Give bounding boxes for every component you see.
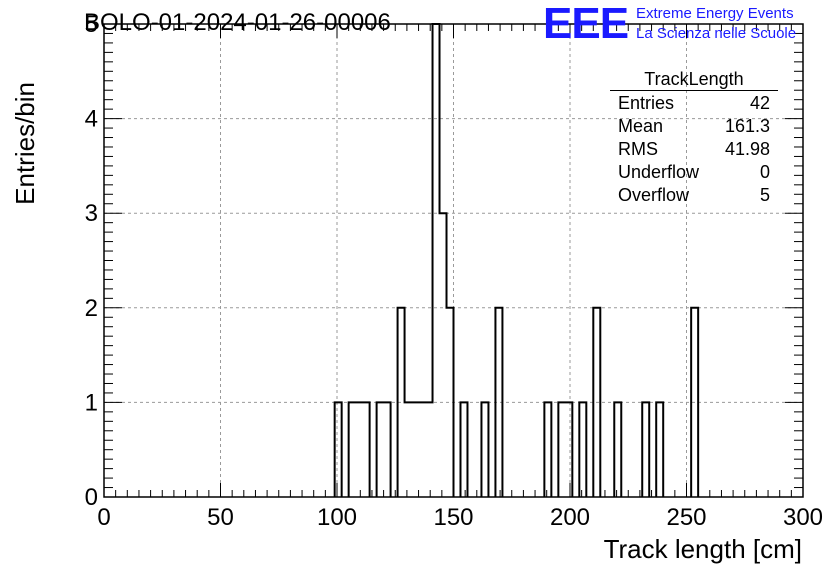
histogram-bin [460,402,467,497]
stats-label: RMS [618,139,658,159]
stats-value: 5 [759,185,770,205]
histogram-bin [433,24,440,497]
histogram-bin [642,402,649,497]
stats-label: Entries [618,93,675,113]
y-tick-label: 3 [85,200,98,227]
histogram-bin [335,402,342,497]
histogram-bin [544,402,551,497]
y-tick-label: 0 [85,484,98,511]
y-tick-label: 4 [85,106,98,133]
histogram-bin [579,402,586,497]
stats-label: Overflow [618,185,690,205]
eee-logo: EEE [543,0,629,48]
x-tick-label: 100 [317,504,357,531]
histogram-bin [614,402,621,497]
stats-row-mean: Mean 161.3 [610,114,778,137]
x-tick-label: 0 [97,504,110,531]
x-tick-label: 300 [783,504,823,531]
histogram-bin [481,402,488,497]
y-tick-label: 2 [85,295,98,322]
x-axis-label: Track length [cm] [603,534,802,564]
histogram-bin [349,402,370,497]
stats-value: 41.98 [724,139,770,159]
stats-label: Mean [618,116,664,136]
histogram-bin [405,402,433,497]
logo-line-1: Extreme Energy Events [636,5,794,22]
eee-logo-text: Extreme Energy Events La Scienza nelle S… [636,4,796,44]
x-tick-label: 250 [666,504,706,531]
histogram-bin [377,402,391,497]
y-tick-label: 1 [85,389,98,416]
stats-row-entries: Entries 42 [610,91,778,114]
histogram-bin [656,402,663,497]
run-title: BOLO-01-2024-01-26-00006 [84,9,391,36]
stats-box: TrackLength Entries 42 Mean 161.3 RMS 41… [610,68,778,206]
y-tick-label: 5 [85,11,98,38]
stats-label: Underflow [618,162,700,182]
stats-value: 0 [759,162,770,182]
stats-row-underflow: Underflow 0 [610,160,778,183]
stats-row-rms: RMS 41.98 [610,137,778,160]
x-tick-label: 150 [433,504,473,531]
y-axis-label: Entries/bin [10,82,40,205]
stats-title: TrackLength [610,68,778,91]
stats-row-overflow: Overflow 5 [610,183,778,206]
x-tick-label: 50 [207,504,234,531]
stats-value: 42 [749,93,770,113]
logo-line-2: La Scienza nelle Scuole [636,25,797,42]
histogram-bin [440,213,447,497]
stats-value: 161.3 [724,116,770,136]
x-tick-label: 200 [550,504,590,531]
